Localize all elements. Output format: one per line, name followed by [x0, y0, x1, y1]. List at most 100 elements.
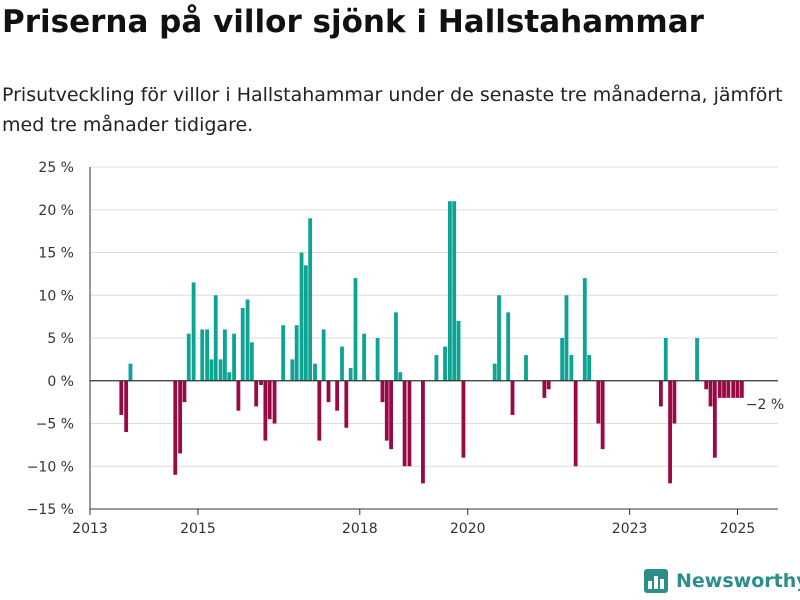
bar [407, 380, 412, 467]
y-tick-label: 0 % [47, 374, 74, 390]
brand-logo: Newsworthy [644, 569, 800, 593]
bar [573, 380, 578, 467]
bar [717, 380, 722, 398]
bar-chart: −15 % −10 % −5 % 0 % 5 % 10 % 15 % 20 % 25 % 2013… [27, 160, 786, 537]
newsworthy-logo-icon [644, 569, 668, 593]
bar [722, 380, 726, 398]
bar [569, 355, 574, 381]
bar [380, 380, 385, 403]
bar [119, 380, 124, 415]
bar [303, 265, 308, 381]
bar [739, 380, 744, 398]
tick-labels: −15 % −10 % −5 % 0 % 5 % 10 % 15 % 20 % 25 % 2013… [27, 160, 786, 537]
bar [704, 380, 709, 390]
x-tick-label: 2023 [612, 521, 648, 537]
bar [389, 380, 394, 450]
y-tick-label: −5 % [36, 417, 74, 433]
bar [344, 380, 349, 428]
chart-title: Priserna på villor sjönk i Hallstahammar [2, 4, 704, 40]
bar [564, 295, 569, 381]
bar [402, 380, 407, 467]
bar [209, 359, 214, 381]
bar [245, 299, 250, 381]
y-tick-label: 5 % [47, 331, 74, 347]
y-tick-label: 25 % [38, 160, 74, 176]
bar [259, 380, 263, 386]
bar [492, 363, 497, 381]
bars [119, 201, 744, 484]
bar [340, 346, 344, 381]
bar [124, 380, 129, 433]
bar [232, 333, 236, 381]
x-tick-label: 2020 [450, 521, 486, 537]
bar [236, 380, 241, 411]
bar [254, 380, 259, 407]
y-tick-label: −10 % [27, 459, 74, 475]
bar [582, 278, 587, 381]
bar [421, 380, 425, 484]
bar [672, 380, 677, 424]
bar [321, 329, 326, 381]
bar [731, 380, 736, 398]
bar [267, 380, 272, 420]
annotation-label: −2 % [746, 397, 784, 413]
y-tick-label: 15 % [38, 246, 74, 262]
bar [394, 312, 398, 381]
x-tick-label: 2015 [180, 521, 216, 537]
bar [308, 218, 313, 381]
bar [227, 372, 232, 381]
bar [294, 325, 299, 381]
bar [443, 346, 447, 381]
bar [218, 359, 223, 381]
bar [510, 380, 515, 415]
bar [434, 355, 439, 381]
bar [353, 278, 358, 381]
bar [384, 380, 389, 441]
bar [456, 320, 461, 381]
bar [375, 338, 380, 381]
bar [317, 380, 322, 441]
bar [335, 380, 340, 411]
bar [448, 201, 452, 381]
bar [313, 363, 317, 381]
bar [249, 342, 254, 381]
bar [240, 308, 245, 381]
bar [596, 380, 601, 424]
grid-lines [90, 166, 778, 467]
axes [89, 167, 778, 515]
bar [263, 380, 268, 441]
bar [452, 201, 457, 381]
bar [299, 252, 304, 381]
x-tick-label: 2013 [72, 521, 108, 537]
bar [524, 355, 528, 381]
bar [398, 372, 403, 381]
bar [281, 325, 286, 381]
bar [587, 355, 592, 381]
bar [506, 312, 511, 381]
bar [546, 380, 551, 390]
bar [600, 380, 605, 450]
y-tick-label: 10 % [38, 288, 74, 304]
bar [735, 380, 740, 398]
bar [222, 329, 227, 381]
bar [461, 380, 466, 458]
bar [326, 380, 331, 403]
bar [200, 329, 205, 381]
bar [708, 380, 713, 407]
bar [213, 295, 218, 381]
bar [726, 380, 731, 398]
x-tick-label: 2018 [342, 521, 378, 537]
bar [182, 380, 187, 403]
bar [658, 380, 663, 407]
bar [663, 338, 668, 381]
bar [128, 363, 133, 381]
bar [205, 329, 209, 381]
bar [348, 367, 353, 381]
bar [560, 338, 565, 381]
bar [186, 333, 191, 381]
bar [191, 282, 196, 381]
bar [290, 359, 295, 381]
x-tick-label: 2025 [720, 521, 756, 537]
y-tick-label: 20 % [38, 203, 74, 219]
bar [272, 380, 277, 424]
